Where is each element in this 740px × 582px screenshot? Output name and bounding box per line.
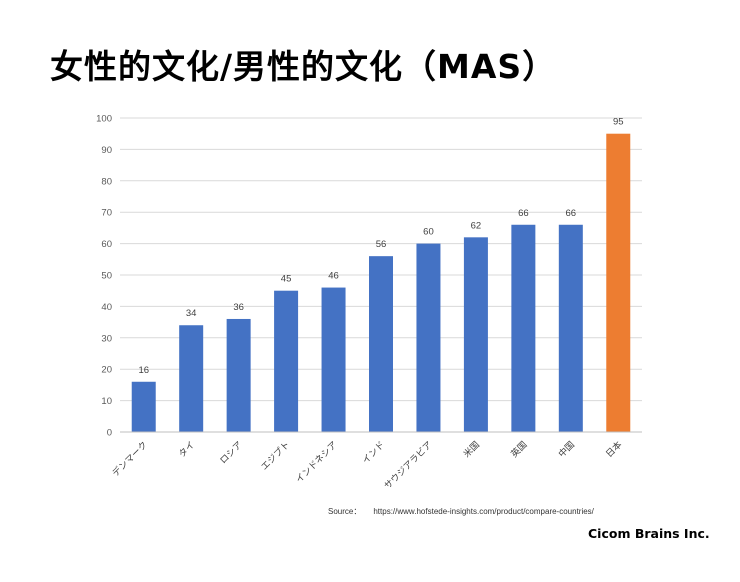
bar xyxy=(226,318,251,432)
source-label: Source： xyxy=(328,507,362,516)
bars xyxy=(131,133,631,432)
y-tick-label: 60 xyxy=(101,239,112,250)
bar xyxy=(606,133,631,432)
x-tick-label: インド xyxy=(361,440,387,466)
bar xyxy=(274,290,299,432)
bar xyxy=(416,243,441,432)
x-tick-label: デンマーク xyxy=(110,439,150,479)
data-label: 34 xyxy=(186,308,197,319)
bar xyxy=(463,237,488,432)
x-tick-label: ロシア xyxy=(219,440,245,466)
bar xyxy=(558,224,583,432)
x-tick-label: 米国 xyxy=(461,439,482,460)
y-axis: 0 10 20 30 40 50 60 70 80 90 100 xyxy=(96,114,112,439)
data-label: 46 xyxy=(328,271,339,282)
source-url: https://www.hofstede-insights.com/produc… xyxy=(373,507,594,516)
source-note: Source： https://www.hofstede-insights.com… xyxy=(328,506,594,517)
bar xyxy=(321,287,346,432)
data-label: 60 xyxy=(423,227,434,238)
x-tick-label: インドネシア xyxy=(294,439,340,485)
y-tick-label: 20 xyxy=(101,365,112,376)
x-tick-label: 中国 xyxy=(556,439,577,460)
y-tick-label: 30 xyxy=(101,333,112,344)
data-labels: 16 34 36 45 46 56 60 62 66 66 95 xyxy=(138,117,623,376)
y-tick-label: 40 xyxy=(101,302,112,313)
y-tick-label: 100 xyxy=(96,114,112,125)
y-tick-label: 10 xyxy=(101,396,112,407)
data-label: 36 xyxy=(233,302,244,313)
bar xyxy=(511,224,536,432)
x-tick-label: タイ xyxy=(177,439,198,460)
data-label: 16 xyxy=(138,365,149,376)
bar-chart: 0 10 20 30 40 50 60 70 80 90 100 16 34 36 45 46 56 60 62 6… xyxy=(96,114,642,492)
bar xyxy=(369,256,393,432)
bar xyxy=(179,325,204,432)
x-tick-label: サウジアラビア xyxy=(382,439,434,491)
y-tick-label: 80 xyxy=(101,176,112,187)
company-name: Cicom Brains Inc. xyxy=(588,526,710,541)
page-title: 女性的文化/男性的文化（MAS） xyxy=(50,47,557,86)
x-tick-label: 英国 xyxy=(508,439,529,460)
data-label: 66 xyxy=(518,208,529,219)
y-tick-label: 0 xyxy=(107,428,112,439)
y-tick-label: 70 xyxy=(101,208,112,219)
data-label: 62 xyxy=(471,220,482,231)
x-tick-label: エジプト xyxy=(259,439,292,472)
bar xyxy=(131,381,156,432)
data-label: 95 xyxy=(613,117,624,128)
x-tick-label: 日本 xyxy=(603,439,624,460)
y-tick-label: 50 xyxy=(101,271,112,282)
data-label: 45 xyxy=(281,274,292,285)
data-label: 56 xyxy=(376,239,387,250)
data-label: 66 xyxy=(566,208,577,219)
y-tick-label: 90 xyxy=(101,145,112,156)
